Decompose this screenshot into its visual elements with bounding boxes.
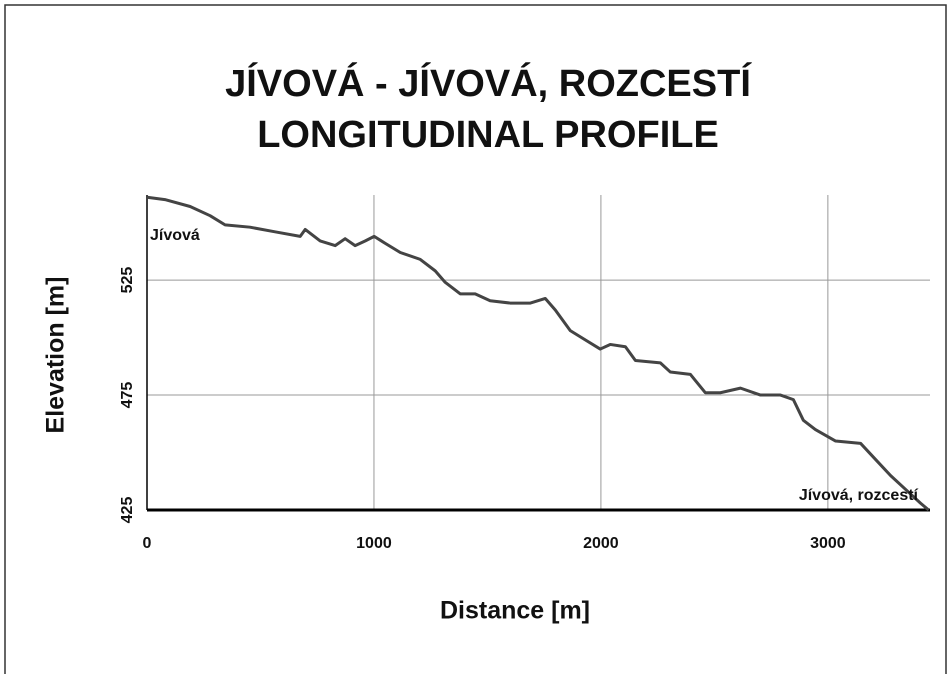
x-tick-label: 3000 <box>810 535 846 552</box>
x-axis-label: Distance [m] <box>440 597 590 625</box>
y-tick-label: 425 <box>119 497 136 524</box>
x-tick-label: 2000 <box>583 535 619 552</box>
chart-title: LONGITUDINAL PROFILE <box>257 114 719 156</box>
annotation: Jívová, rozcestí <box>799 487 919 504</box>
y-tick-label: 525 <box>119 267 136 294</box>
y-axis-label: Elevation [m] <box>42 277 70 434</box>
annotation: Jívová <box>150 227 200 244</box>
chart-title: JÍVOVÁ - JÍVOVÁ, ROZCESTÍ <box>225 61 752 105</box>
x-tick-label: 0 <box>143 535 152 552</box>
frame <box>4 4 947 674</box>
x-tick-label: 1000 <box>356 535 392 552</box>
y-tick-label: 475 <box>119 382 136 409</box>
elevation-line <box>146 195 930 512</box>
